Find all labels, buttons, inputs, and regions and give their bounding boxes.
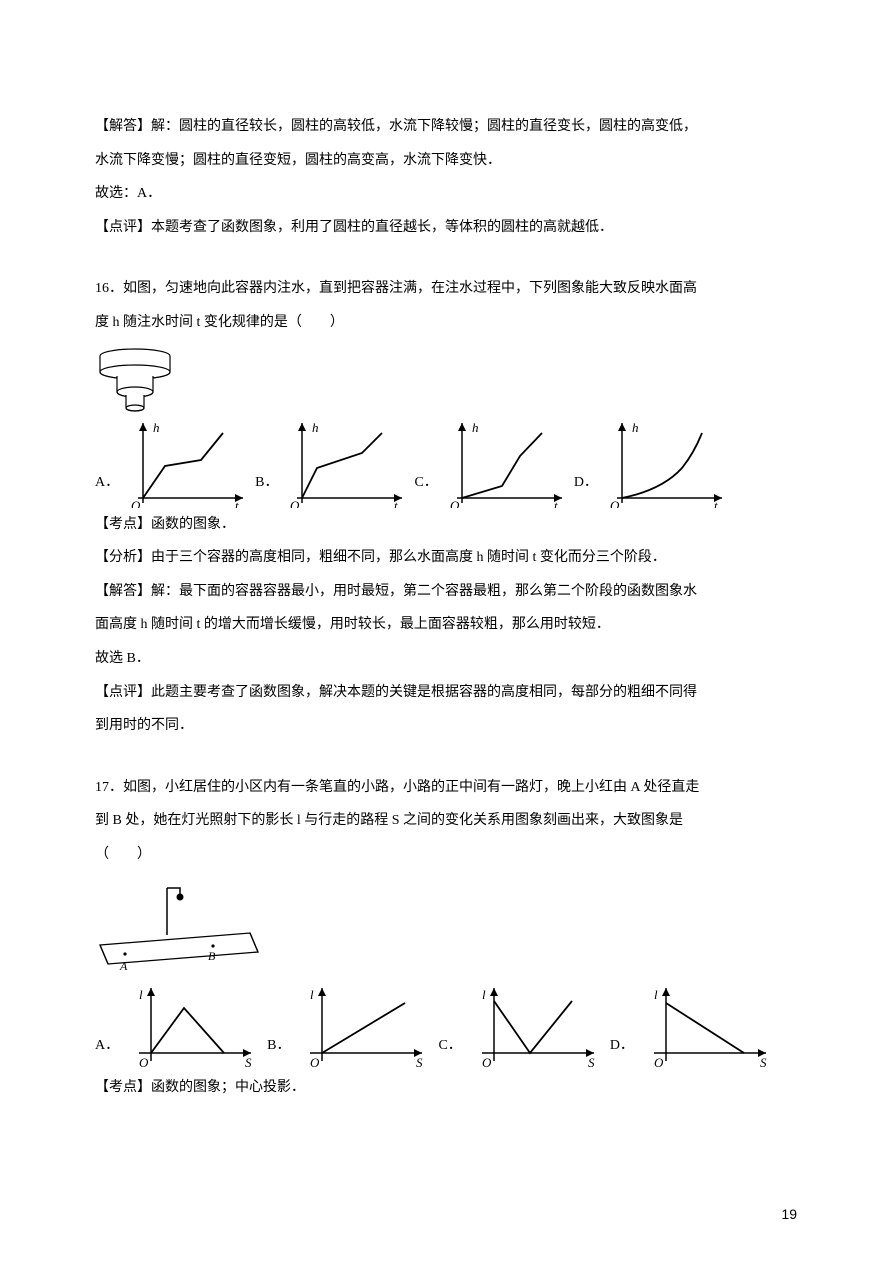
q15-jieda-line1: 【解答】解：圆柱的直径较长，圆柱的高较低，水流下降较慢；圆柱的直径变长，圆柱的高… [95, 110, 797, 144]
q16-graph-d: h t O [602, 418, 732, 508]
q16-stem-line2: 度 h 随注水时间 t 变化规律的是（ ） [95, 306, 797, 340]
q16-graph-b: h t O [282, 418, 412, 508]
q16-graph-c: h t O [442, 418, 572, 508]
jieda-text: 最下面的容器容器最小，用时最短，第二个容器最粗，那么第二个阶段的函数图象水 [179, 584, 697, 599]
kaodian-text: 函数的图象；中心投影． [151, 1080, 305, 1095]
q16-container-diagram [95, 346, 797, 414]
q17-stem-line3: （ ） [95, 838, 797, 872]
origin-label: O [131, 498, 141, 508]
svg-text:O: O [610, 498, 620, 508]
svg-text:O: O [310, 1055, 320, 1070]
point-a-label: A [119, 959, 128, 973]
t-axis-label: t [235, 498, 239, 508]
svg-text:t: t [394, 498, 398, 508]
svg-text:h: h [312, 420, 319, 435]
kaodian-label: 【考点】 [95, 1080, 151, 1095]
q15-choice: 故选：A． [95, 177, 797, 211]
q16-choice: 故选 B． [95, 642, 797, 676]
q16-opt-d-label: D． [574, 466, 598, 508]
fenxi-label: 【分析】 [95, 550, 151, 565]
jieda-text: 圆柱的直径较长，圆柱的高较低，水流下降较慢；圆柱的直径变长，圆柱的高变低， [179, 119, 697, 134]
streetlamp-icon: A B [95, 880, 265, 975]
svg-text:t: t [714, 498, 718, 508]
dianping-text: 此题主要考查了函数图象，解决本题的关键是根据容器的高度相同，每部分的粗细不同得 [151, 685, 697, 700]
q16-opt-b-label: B． [255, 466, 278, 508]
q16-jieda-line2: 面高度 h 随时间 t 的增大而增长缓慢，用时较长，最上面容器较粗，那么用时较短… [95, 608, 797, 642]
fenxi-text: 由于三个容器的高度相同，粗细不同，那么水面高度 h 随时间 t 变化而分三个阶段… [151, 550, 666, 565]
q16-options: A． h t O B． h t O C． h [95, 418, 797, 508]
q17-graph-a: l S O [129, 983, 259, 1071]
svg-text:l: l [654, 987, 658, 1002]
q17-opt-d-label: D． [610, 1029, 634, 1071]
q17-block: 17．如图，小红居住的小区内有一条笔直的小路，小路的正中间有一路灯，晚上小红由 … [95, 771, 797, 1104]
svg-text:O: O [139, 1055, 149, 1070]
svg-text:O: O [290, 498, 300, 508]
svg-text:l: l [310, 987, 314, 1002]
q15-dianping: 【点评】本题考查了函数图象，利用了圆柱的直径越长，等体积的圆柱的高就越低． [95, 211, 797, 245]
q16-fenxi: 【分析】由于三个容器的高度相同，粗细不同，那么水面高度 h 随时间 t 变化而分… [95, 541, 797, 575]
svg-text:S: S [760, 1055, 767, 1070]
q17-graph-b: l S O [300, 983, 430, 1071]
q17-stem-line1: 17．如图，小红居住的小区内有一条笔直的小路，小路的正中间有一路灯，晚上小红由 … [95, 771, 797, 805]
svg-text:S: S [245, 1055, 252, 1070]
svg-text:O: O [654, 1055, 664, 1070]
q17-kaodian: 【考点】函数的图象；中心投影． [95, 1071, 797, 1105]
jieda-label: 【解答】解： [95, 119, 179, 134]
q17-options: A． l S O B． l S O C． l [95, 983, 797, 1071]
q17-graph-d: l S O [644, 983, 774, 1071]
dianping-label: 【点评】 [95, 220, 151, 235]
svg-text:O: O [482, 1055, 492, 1070]
jieda-label: 【解答】解： [95, 584, 179, 599]
svg-text:l: l [139, 987, 143, 1002]
q16-stem-line1: 16．如图，匀速地向此容器内注水，直到把容器注满，在注水过程中，下列图象能大致反… [95, 272, 797, 306]
page-number: 19 [781, 1198, 797, 1232]
q17-opt-c-label: C． [438, 1029, 461, 1071]
dianping-label: 【点评】 [95, 685, 151, 700]
point-b-label: B [208, 949, 216, 963]
svg-text:S: S [588, 1055, 595, 1070]
svg-text:l: l [482, 987, 486, 1002]
q16-dianping: 【点评】此题主要考查了函数图象，解决本题的关键是根据容器的高度相同，每部分的粗细… [95, 676, 797, 710]
svg-text:h: h [632, 420, 639, 435]
q16-jieda-line1: 【解答】解：最下面的容器容器最小，用时最短，第二个容器最粗，那么第二个阶段的函数… [95, 575, 797, 609]
svg-text:t: t [554, 498, 558, 508]
container-icon [95, 346, 183, 414]
kaodian-label: 【考点】 [95, 517, 151, 532]
svg-text:O: O [450, 498, 460, 508]
q17-stem-line2: 到 B 处，她在灯光照射下的影长 l 与行走的路程 S 之间的变化关系用图象刻画… [95, 804, 797, 838]
h-axis-label: h [153, 420, 160, 435]
q17-graph-c: l S O [472, 983, 602, 1071]
q17-opt-a-label: A． [95, 1029, 119, 1071]
q17-street-diagram: A B [95, 880, 797, 975]
q15-solution-block: 【解答】解：圆柱的直径较长，圆柱的高较低，水流下降较慢；圆柱的直径变长，圆柱的高… [95, 110, 797, 244]
q16-block: 16．如图，匀速地向此容器内注水，直到把容器注满，在注水过程中，下列图象能大致反… [95, 272, 797, 742]
svg-text:S: S [416, 1055, 423, 1070]
q15-jieda-line2: 水流下降变慢；圆柱的直径变短，圆柱的高变高，水流下降变快． [95, 144, 797, 178]
q16-graph-a: h t O [123, 418, 253, 508]
q16-opt-c-label: C． [414, 466, 437, 508]
kaodian-text: 函数的图象． [151, 517, 235, 532]
q16-opt-a-label: A． [95, 466, 119, 508]
dianping-text: 本题考查了函数图象，利用了圆柱的直径越长，等体积的圆柱的高就越低． [151, 220, 613, 235]
q16-kaodian: 【考点】函数的图象． [95, 508, 797, 542]
q16-dianping-line2: 到用时的不同． [95, 709, 797, 743]
svg-text:h: h [472, 420, 479, 435]
q17-opt-b-label: B． [267, 1029, 290, 1071]
